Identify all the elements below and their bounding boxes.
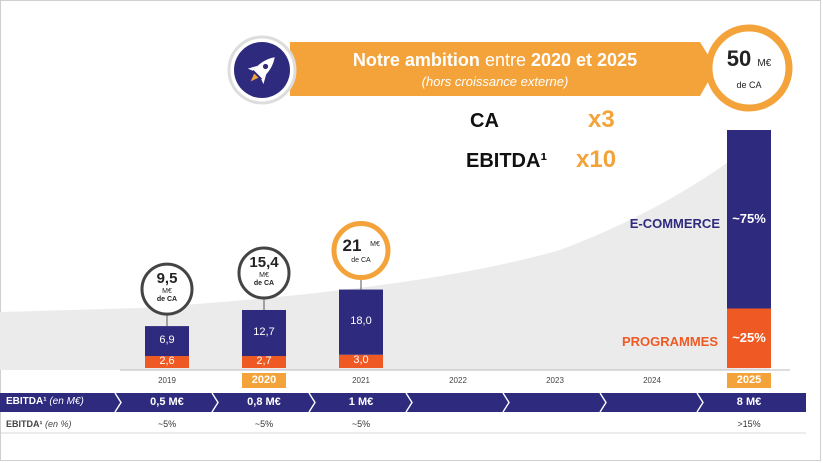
target-value: 50 M€ — [726, 46, 772, 71]
bar-label-programmes-2019: 2,6 — [159, 355, 175, 367]
segment-label-ecommerce: E-COMMERCE — [629, 216, 720, 231]
multiplier-label-ca: CA — [470, 110, 499, 132]
ebitda-value-2021: 1 M€ — [348, 396, 374, 408]
ebitda-chevron — [308, 392, 316, 413]
bar-programmes-2021 — [339, 354, 383, 368]
ebitda-value-2020: 0,8 M€ — [247, 396, 281, 408]
banner-subtitle: (hors croissance externe) — [421, 74, 569, 89]
bar-label-ecommerce-2019: 6,9 — [159, 334, 175, 347]
ebitda-value-2025: 8 M€ — [736, 396, 762, 408]
ebitda-pct-value-2019: ~5% — [157, 419, 177, 429]
multiplier-label-ebitda: EBITDA¹ — [466, 150, 548, 172]
year-label-2019: 2019 — [158, 376, 176, 385]
total-value-2019: 9,5 — [156, 270, 178, 288]
multiplier-value-ebitda: x10 — [576, 146, 617, 173]
total-circle-2020 — [237, 246, 291, 300]
bar-label-ecommerce-2021: 18,0 — [350, 315, 372, 328]
total-unit-2019: M€ — [162, 288, 172, 296]
ebitda-label-text: EBITDA¹ — [6, 396, 47, 407]
ebitda-band — [0, 393, 806, 412]
total-unit-2020: M€ — [259, 271, 269, 279]
total-label-2021: de CA — [351, 256, 371, 264]
ebitda-chevron — [502, 392, 510, 413]
bar-programmes-2025 — [727, 308, 771, 368]
ebitda-pct-value-2020: ~5% — [254, 419, 274, 429]
ebitda-pct-unit-text: (en %) — [42, 419, 72, 429]
ebitda-row-label: EBITDA¹ (en M€) — [6, 396, 84, 407]
ebitda-chevron — [696, 392, 704, 413]
rocket-icon — [247, 57, 275, 85]
year-label-2025: 2025 — [736, 374, 762, 386]
ebitda-pct-label-text: EBITDA¹ — [6, 419, 43, 429]
bar-ecommerce-2019 — [145, 326, 189, 356]
target-label: de CA — [736, 80, 762, 90]
total-value-2021: 21 — [342, 235, 362, 255]
target-circle — [705, 24, 793, 112]
year-label-2024: 2024 — [643, 376, 661, 385]
bar-ecommerce-2021 — [339, 289, 383, 355]
year-label-2020: 2020 — [251, 374, 277, 386]
ebitda-value-2019: 0,5 M€ — [150, 396, 184, 408]
year-highlight-2020 — [242, 373, 286, 388]
bar-label-ecommerce-2025: ~75% — [732, 211, 766, 227]
ebitda-chevron — [405, 392, 413, 413]
ebitda-pct-row-label: EBITDA¹ (en %) — [6, 419, 72, 429]
banner-title: Notre ambition entre 2020 et 2025 — [352, 50, 638, 70]
bar-label-ecommerce-2020: 12,7 — [253, 325, 275, 338]
ebitda-chevron — [599, 392, 607, 413]
bar-ecommerce-2020 — [242, 309, 286, 356]
total-label-2019: de CA — [156, 296, 178, 304]
total-unit-2021: M€ — [370, 240, 380, 248]
bar-ecommerce-2025 — [727, 130, 771, 309]
ebitda-pct-value-2021: ~5% — [351, 419, 371, 429]
bar-programmes-2020 — [242, 356, 286, 368]
ebitda-chevron — [114, 392, 122, 413]
total-circle-2021 — [331, 221, 391, 281]
total-label-2020: de CA — [253, 279, 275, 287]
year-highlight-2025 — [727, 373, 771, 388]
growth-area — [0, 130, 770, 370]
ebitda-unit-text: (en M€) — [46, 396, 84, 407]
total-circle-2019 — [140, 262, 194, 316]
ebitda-pct-value-2025: >15% — [737, 419, 761, 429]
year-label-2022: 2022 — [449, 376, 467, 385]
total-value-2020: 15,4 — [249, 253, 279, 271]
bar-label-programmes-2025: ~25% — [732, 330, 766, 346]
bar-label-programmes-2020: 2,7 — [256, 355, 272, 367]
multiplier-value-ca: x3 — [588, 106, 615, 133]
segment-label-programmes: PROGRAMMES — [621, 334, 718, 349]
ambition-banner — [290, 42, 716, 96]
year-label-2023: 2023 — [546, 376, 564, 385]
bar-label-programmes-2021: 3,0 — [353, 354, 369, 367]
bar-programmes-2019 — [145, 356, 189, 368]
ebitda-chevron — [211, 392, 219, 413]
year-label-2021: 2021 — [352, 376, 370, 385]
